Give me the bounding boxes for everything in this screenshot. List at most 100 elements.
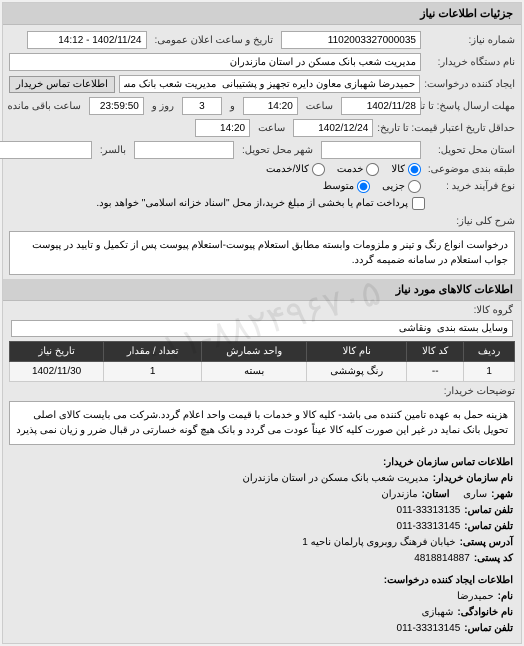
radio-service-input[interactable] [366,163,379,176]
radio-medium-input[interactable] [357,180,370,193]
price-time-input[interactable] [195,119,250,137]
need-number-input[interactable] [281,31,421,49]
table-header-row: ردیف کد کالا نام کالا واحد شمارش تعداد /… [10,342,515,362]
org-province-value: مازندران [381,487,417,503]
th-qty: تعداد / مقدار [104,342,202,362]
group-label: گروه کالا: [3,301,521,320]
td-code: -- [407,362,464,382]
org-province-label: استان: [422,487,450,503]
response-label: مهلت ارسال پاسخ: تا تاریخ: [425,101,515,112]
radio-goods-label: کالا [391,164,405,175]
org-address-value: خیابان فرهنگ روبروی پارلمان ناحیه 1 [302,535,455,551]
radio-both-label: کالا/خدمت [266,164,309,175]
req-name-label: نام: [498,589,513,605]
city-label: شهر محل تحویل: [238,145,317,156]
radio-goods[interactable]: کالا [391,163,421,176]
radio-small[interactable]: جزیی [382,180,421,193]
datetime-input[interactable] [27,31,147,49]
td-name: رنگ پوششی [307,362,407,382]
process-label: نوع فرآیند خرید : [425,181,515,192]
radio-both[interactable]: کالا/خدمت [266,163,325,176]
group-input[interactable] [11,320,513,337]
req-name-value: حمیدرضا [457,589,494,605]
buyer-org-label: نام دستگاه خریدار: [425,57,515,68]
contact-org-title: اطلاعات تماس سازمان خریدار: [383,457,513,468]
req-lastname-label: نام خانوادگی: [457,605,513,621]
overview-label: شرح کلی نیاز: [425,216,515,227]
org-address-label: آدرس پستی: [460,535,513,551]
treasury-checkbox-row: پرداخت تمام یا بخشی از مبلغ خرید،از محل … [9,197,425,210]
org-postal-value: 4818814887 [414,551,470,567]
th-date: تاریخ نیاز [10,342,104,362]
td-qty: 1 [104,362,202,382]
org-city-value: ساری [463,487,487,503]
remaining-time-input[interactable] [89,97,144,115]
datetime-label: تاریخ و ساعت اعلان عمومی: [151,35,278,46]
days-input[interactable] [182,97,222,115]
requester-input[interactable] [119,75,420,93]
need-number-label: شماره نیاز: [425,35,515,46]
buyer-org-input[interactable] [9,53,421,71]
radio-medium[interactable]: متوسط [323,180,370,193]
td-unit: بسته [202,362,307,382]
packaging-label: طبقه بندی موضوعی: [425,164,515,175]
bulk-input[interactable] [0,141,92,159]
province-label: استان محل تحویل: [425,145,515,156]
bulk-label: بالسر: [96,145,130,156]
td-row: 1 [464,362,515,382]
org-name-value: مدیریت شعب بانک مسکن در استان مازندران [243,471,429,487]
main-container: ۰۱۱-۸۸۲۴۹۶۷۰۵ جزئیات اطلاعات نیاز شماره … [0,2,524,644]
radio-medium-label: متوسط [323,181,354,192]
requester-label: ایجاد کننده درخواست: [424,79,515,90]
radio-both-input[interactable] [312,163,325,176]
items-table: ردیف کد کالا نام کالا واحد شمارش تعداد /… [9,341,515,382]
packaging-radio-group: کالا خدمت کالا/خدمت [266,163,421,176]
org-phone-value: 011-33313135 [397,503,461,519]
days-label: روز و [148,101,178,112]
contact-requester-title: اطلاعات ایجاد کننده درخواست: [384,575,513,586]
items-section-title: اطلاعات کالاهای مورد نیاز [3,279,521,301]
requester-row: ایجاد کننده درخواست: اطلاعات تماس خریدار [9,75,515,93]
province-input[interactable] [321,141,421,159]
org-phone-label: تلفن تماس: [464,503,513,519]
process-row: نوع فرآیند خرید : جزیی متوسط [9,180,515,193]
location-row: استان محل تحویل: شهر محل تحویل: بالسر: [9,141,515,159]
buyer-org-row: نام دستگاه خریدار: [9,53,515,71]
radio-service[interactable]: خدمت [337,163,380,176]
city-input[interactable] [134,141,234,159]
response-deadline-row: مهلت ارسال پاسخ: تا تاریخ: ساعت و روز و … [9,97,515,115]
remaining-label: ساعت باقی مانده [3,101,84,112]
org-fax-value: 011-33313145 [397,519,461,535]
packaging-row: طبقه بندی موضوعی: کالا خدمت کالا/خدمت [9,163,515,176]
contact-buyer-button[interactable]: اطلاعات تماس خریدار [9,76,115,93]
td-date: 1402/11/30 [10,362,104,382]
req-phone-label: تلفن تماس: [464,621,513,637]
req-lastname-value: شهبازی [422,605,454,621]
price-label: حداقل تاریخ اعتبار قیمت: تا تاریخ: [377,123,515,134]
process-radio-group: جزیی متوسط [323,180,421,193]
radio-goods-input[interactable] [408,163,421,176]
th-name: نام کالا [307,342,407,362]
contact-org-section: اطلاعات تماس سازمان خریدار: نام سازمان خ… [3,449,521,643]
price-date-input[interactable] [293,119,373,137]
treasury-checkbox[interactable] [412,197,425,210]
radio-small-label: جزیی [382,181,405,192]
th-unit: واحد شمارش [202,342,307,362]
time-label-1: ساعت [302,101,337,112]
org-fax-label: تلفن تماس: [464,519,513,535]
th-row: ردیف [464,342,515,362]
time-label-2: ساعت [254,123,289,134]
org-name-label: نام سازمان خریدار: [433,471,513,487]
panel-title: جزئیات اطلاعات نیاز [3,3,521,25]
th-code: کد کالا [407,342,464,362]
notes-label-row: توضیحات خریدار: [3,386,521,397]
details-panel: جزئیات اطلاعات نیاز شماره نیاز: تاریخ و … [2,2,522,644]
response-date-input[interactable] [341,97,421,115]
need-number-row: شماره نیاز: تاریخ و ساعت اعلان عمومی: [9,31,515,49]
radio-small-input[interactable] [408,180,421,193]
response-time-input[interactable] [243,97,298,115]
overview-text: درخواست انواع رنگ و تینر و ملزومات وابست… [9,231,515,275]
table-row: 1 -- رنگ پوششی بسته 1 1402/11/30 [10,362,515,382]
notes-label: توضیحات خریدار: [425,386,515,397]
org-postal-label: کد پستی: [474,551,513,567]
